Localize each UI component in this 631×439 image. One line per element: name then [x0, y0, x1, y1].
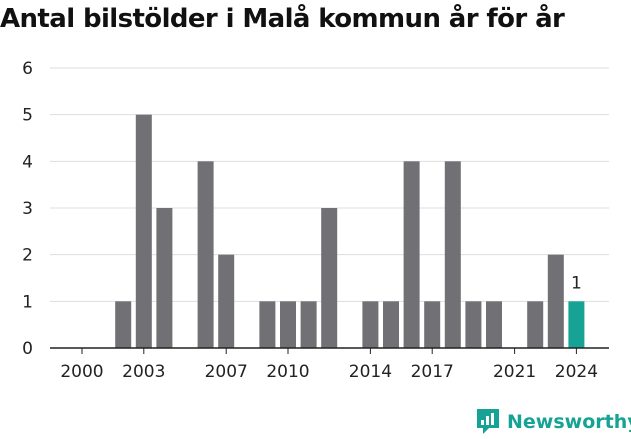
bars: [115, 114, 585, 349]
chart-title: Antal bilstölder i Malå kommun år för år: [0, 4, 565, 34]
data-label: 1: [571, 273, 582, 293]
bar-2011: [300, 301, 317, 348]
bar-2009: [259, 301, 276, 348]
bar-2022: [527, 301, 544, 348]
x-tick-label: 2003: [122, 362, 165, 382]
newsworthy-logo-icon: [477, 409, 499, 434]
bar-2003: [135, 114, 152, 349]
bar-2019: [465, 301, 482, 348]
brand-name: Newsworthy: [507, 411, 631, 433]
y-tick-label: 4: [22, 152, 33, 172]
bar-2016: [403, 161, 420, 348]
bar-2014: [362, 301, 379, 348]
data-labels: 1: [571, 273, 582, 293]
y-tick-label: 5: [22, 106, 33, 126]
x-tick-label: 2014: [349, 362, 392, 382]
x-tick-label: 2000: [60, 362, 103, 382]
bar-2024: [568, 301, 585, 348]
bar-2017: [424, 301, 441, 348]
x-tick-label: 2024: [555, 362, 598, 382]
bar-2018: [444, 161, 461, 348]
bar-2004: [156, 208, 173, 348]
bar-2002: [115, 301, 132, 348]
x-tick-label: 2021: [493, 362, 536, 382]
x-axis: 2000 2003 2007 2010 2014 2017 2021 2024: [50, 347, 609, 382]
bar-2023: [547, 254, 564, 348]
bar-2007: [218, 254, 235, 348]
bar-2012: [321, 208, 338, 348]
bar-2015: [383, 301, 399, 348]
newsworthy-brand: Newsworthy: [475, 408, 631, 436]
y-tick-label: 1: [22, 292, 33, 312]
x-tick-label: 2010: [266, 362, 309, 382]
y-tick-label: 6: [22, 59, 33, 79]
bar-2006: [197, 161, 214, 348]
y-tick-label: 0: [22, 339, 33, 359]
bar-2010: [280, 301, 296, 348]
x-tick-label: 2007: [205, 362, 248, 382]
bar-2020: [486, 301, 502, 348]
y-tick-label: 2: [22, 246, 33, 266]
y-axis-tick-labels: 0 1 2 3 4 5 6: [22, 59, 33, 359]
y-tick-label: 3: [22, 199, 33, 219]
x-tick-label: 2017: [411, 362, 454, 382]
